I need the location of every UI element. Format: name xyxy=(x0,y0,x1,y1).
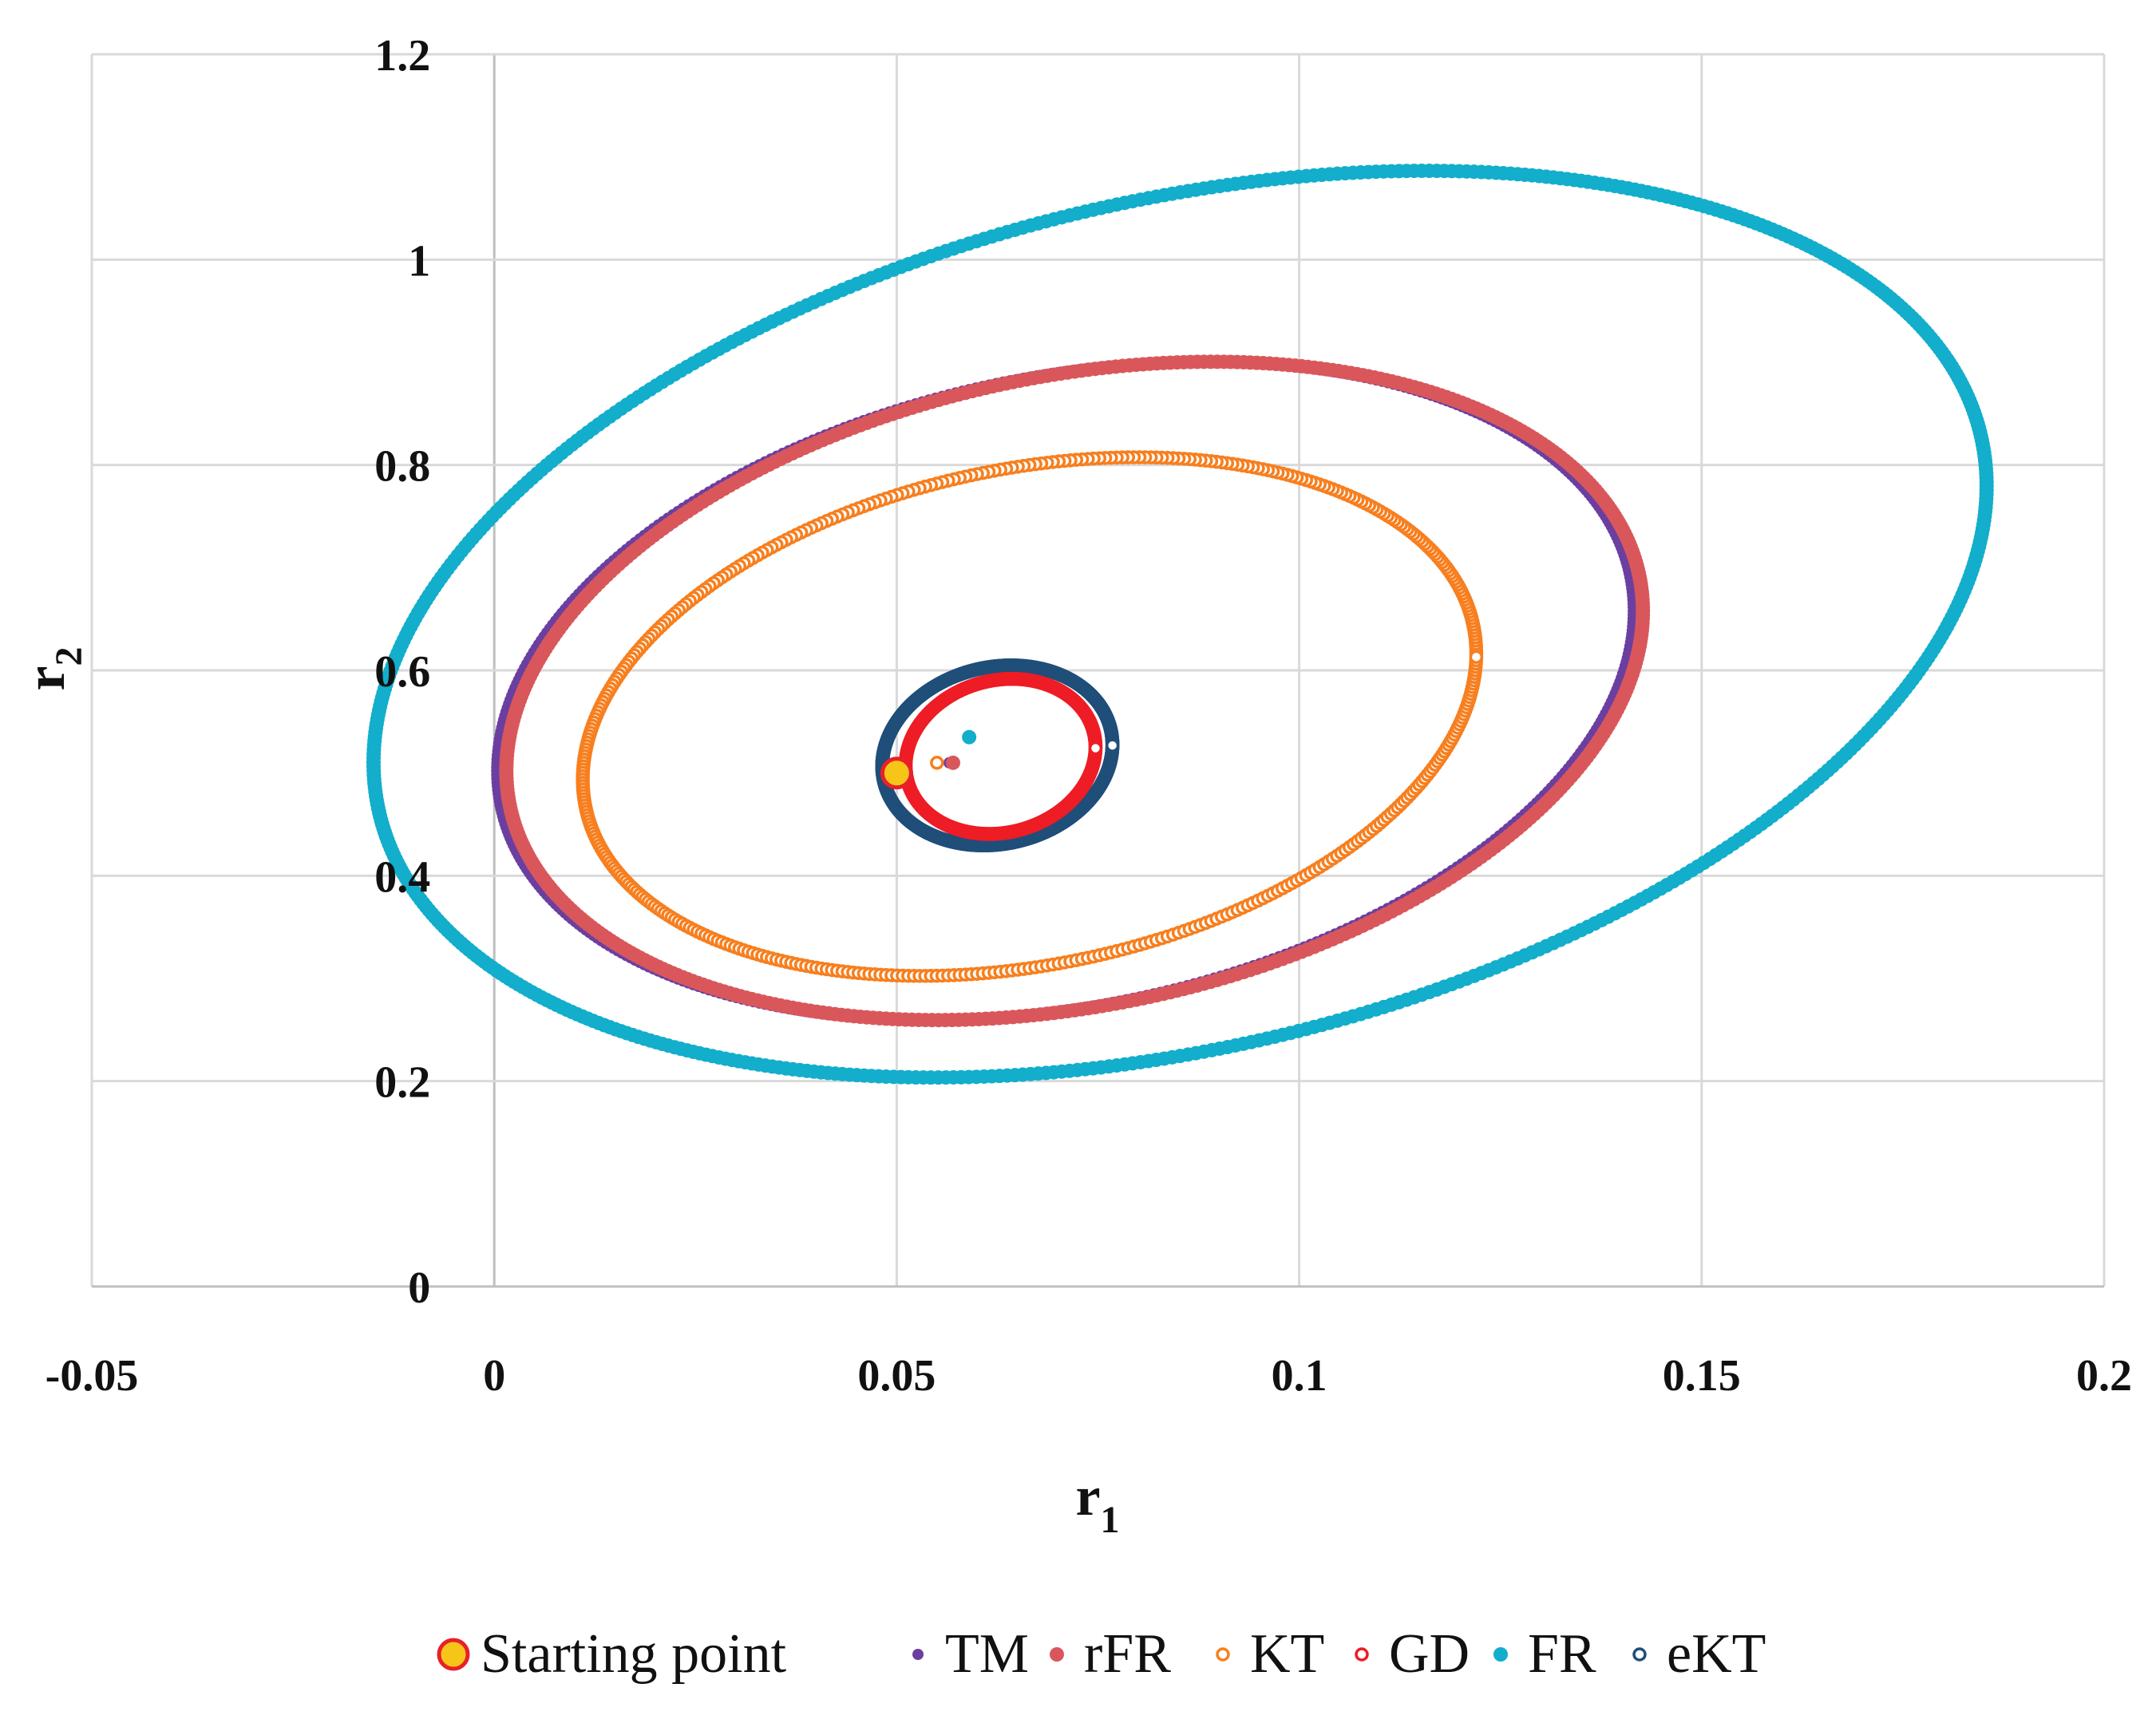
y-tick-label: 1.2 xyxy=(374,31,430,81)
x-axis-title: r1 xyxy=(1075,1466,1119,1541)
y-tick-label: 0.6 xyxy=(374,647,430,697)
plot-area xyxy=(366,164,1994,1085)
rfr-point xyxy=(945,755,960,770)
legend-marker-gd xyxy=(1355,1647,1369,1662)
x-tick-label: 0.2 xyxy=(2076,1351,2132,1401)
legend-marker-rfr xyxy=(1050,1647,1064,1662)
legend-label-starting-point: Starting point xyxy=(481,1623,787,1685)
series-ekt xyxy=(875,658,1120,853)
kt-point xyxy=(1469,650,1484,664)
y-axis-title: r2 xyxy=(15,646,90,690)
ekt-point xyxy=(1105,738,1120,753)
gd-point xyxy=(1088,741,1103,756)
grid xyxy=(90,53,2106,1286)
y-tick-label: 0.4 xyxy=(374,852,430,902)
legend-item-kt: KT xyxy=(1216,1623,1324,1685)
legend-marker-starting-point xyxy=(437,1638,470,1671)
legend-item-tm: TM xyxy=(912,1623,1029,1685)
rfr-point xyxy=(1636,607,1651,622)
y-tick-label: 0.8 xyxy=(374,442,430,492)
series-rfr xyxy=(499,354,1651,1028)
legend-marker-tm xyxy=(912,1649,924,1660)
y-tick-label: 1 xyxy=(408,236,430,286)
series-kt xyxy=(576,450,1484,983)
x-tick-label: -0.05 xyxy=(45,1351,139,1401)
legend-label-tm: TM xyxy=(945,1623,1029,1685)
y-tick-label: 0.2 xyxy=(374,1058,430,1108)
y-tick-label: 0 xyxy=(408,1263,430,1313)
legend-label-ekt: eKT xyxy=(1667,1623,1766,1685)
x-tick-label: 0.1 xyxy=(1272,1351,1327,1401)
legend-item-gd: GD xyxy=(1355,1623,1470,1685)
legend-item-ekt: eKT xyxy=(1632,1623,1766,1685)
starting-point-marker xyxy=(880,757,913,790)
legend-item-starting-point: Starting point xyxy=(437,1623,787,1685)
legend-item-rfr: rFR xyxy=(1050,1623,1171,1685)
legend-label-fr: FR xyxy=(1528,1623,1596,1685)
x-tick-label: 0.05 xyxy=(857,1351,936,1401)
fr-point xyxy=(1979,483,1994,498)
legend-label-kt: KT xyxy=(1250,1623,1324,1685)
legend-marker-fr xyxy=(1493,1647,1508,1662)
x-tick-label: 0.15 xyxy=(1663,1351,1741,1401)
legend-marker-kt xyxy=(1216,1647,1230,1662)
fr-point xyxy=(962,729,977,745)
legend: Starting point TM rFR KT GD FR eKT xyxy=(437,1623,1766,1685)
series-fr xyxy=(366,164,1994,1085)
legend-marker-ekt xyxy=(1632,1647,1647,1662)
kt-point xyxy=(930,756,944,770)
legend-label-gd: GD xyxy=(1389,1623,1470,1685)
legend-item-fr: FR xyxy=(1493,1623,1596,1685)
series-starting-point xyxy=(880,757,913,790)
legend-label-rfr: rFR xyxy=(1084,1623,1171,1685)
x-tick-label: 0 xyxy=(483,1351,505,1401)
tick-labels: -0.05 0 0.05 0.1 0.15 0.2 0 0.2 0.4 0.6 0.8 1 1.2 xyxy=(45,31,2132,1401)
